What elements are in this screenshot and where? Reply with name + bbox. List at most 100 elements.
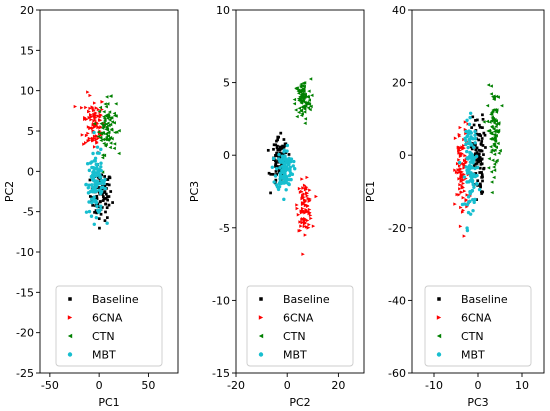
data-point — [455, 192, 459, 197]
data-point — [105, 95, 109, 99]
data-point — [453, 136, 458, 140]
data-point — [490, 190, 494, 195]
data-point — [468, 190, 472, 194]
data-point — [106, 130, 110, 135]
x-tick-label: -50 — [41, 379, 59, 392]
data-point — [103, 175, 107, 178]
data-point — [458, 125, 462, 130]
data-point — [117, 151, 121, 156]
data-point — [280, 154, 285, 158]
data-point — [465, 202, 470, 207]
legend-box — [424, 285, 532, 367]
data-point — [266, 148, 270, 152]
data-point — [492, 126, 496, 131]
legend-marker — [258, 315, 264, 320]
data-point — [482, 153, 485, 156]
data-point — [83, 115, 87, 120]
y-tick-label: -20 — [16, 327, 34, 340]
legend-marker — [67, 333, 73, 339]
data-point — [278, 159, 282, 164]
data-point — [472, 123, 476, 127]
x-tick-label: 50 — [141, 379, 155, 392]
data-point — [105, 127, 110, 132]
data-point — [298, 220, 302, 224]
data-point — [472, 172, 476, 177]
data-point — [498, 148, 502, 153]
data-point — [272, 143, 276, 147]
data-point — [492, 165, 496, 169]
data-point — [112, 142, 117, 146]
data-point — [84, 133, 89, 138]
data-point — [468, 160, 473, 164]
data-point — [99, 191, 103, 195]
data-point — [103, 219, 107, 222]
data-point — [92, 159, 96, 163]
legend-label: Baseline — [92, 293, 139, 306]
data-point — [461, 147, 465, 151]
data-point — [468, 140, 472, 144]
data-point — [86, 186, 91, 190]
data-point — [91, 170, 95, 175]
data-point — [481, 126, 484, 130]
data-point — [272, 180, 276, 184]
data-point — [89, 197, 94, 201]
data-point — [304, 207, 308, 212]
x-axis-label: PC1 — [98, 396, 119, 409]
data-point — [106, 195, 109, 199]
data-point — [490, 180, 494, 184]
data-point — [458, 148, 462, 153]
data-point — [104, 127, 108, 131]
data-point — [105, 206, 109, 210]
data-point — [99, 212, 103, 216]
data-point — [89, 115, 93, 119]
data-point — [459, 154, 463, 158]
data-point — [271, 156, 276, 161]
data-point — [108, 116, 113, 120]
data-point — [464, 142, 468, 147]
data-point — [92, 101, 97, 105]
data-point — [84, 182, 88, 187]
data-point — [99, 136, 103, 140]
data-point — [112, 146, 116, 151]
data-point — [462, 175, 467, 179]
data-point — [92, 130, 96, 135]
data-point — [480, 137, 484, 140]
y-tick-label: 10 — [216, 4, 230, 17]
data-point — [464, 138, 468, 143]
data-point — [88, 178, 92, 182]
data-point — [481, 113, 484, 117]
data-point — [280, 168, 284, 173]
data-point — [479, 142, 483, 146]
data-point — [462, 172, 466, 177]
data-point — [461, 178, 466, 182]
data-point — [106, 102, 110, 106]
data-point — [112, 121, 116, 125]
data-point — [86, 90, 90, 94]
data-point — [274, 167, 279, 171]
data-point — [87, 183, 91, 187]
data-point — [305, 191, 309, 195]
y-tick-label: -10 — [212, 294, 230, 307]
data-point — [306, 95, 311, 100]
data-point — [459, 172, 464, 176]
data-point — [269, 191, 272, 195]
data-point — [460, 184, 464, 188]
data-point — [282, 148, 286, 152]
data-point — [90, 177, 95, 182]
data-point — [298, 228, 303, 233]
data-point — [112, 111, 116, 116]
data-point — [95, 165, 99, 170]
data-point — [481, 117, 485, 121]
data-point — [468, 115, 472, 120]
points — [73, 90, 121, 230]
data-point — [93, 184, 98, 188]
data-point — [276, 135, 280, 139]
data-point — [96, 114, 101, 118]
data-point — [302, 183, 307, 188]
data-point — [274, 163, 278, 166]
data-point — [91, 203, 95, 207]
data-point — [295, 206, 299, 211]
data-point — [493, 139, 498, 143]
data-point — [465, 171, 470, 175]
data-point — [300, 206, 305, 211]
